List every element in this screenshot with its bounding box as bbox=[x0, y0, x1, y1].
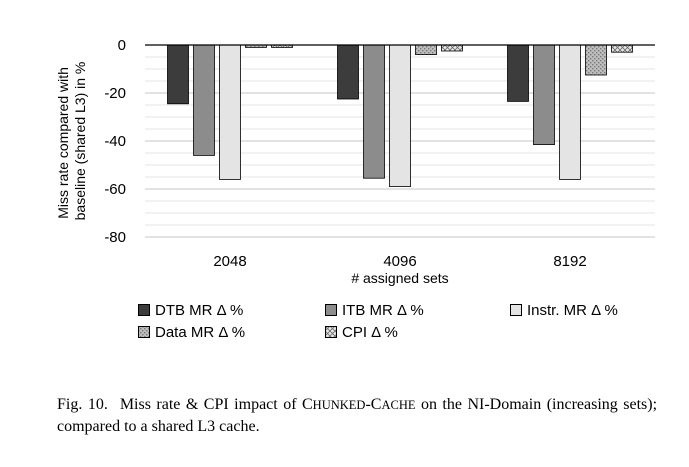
legend-item-cpi: CPI Δ % bbox=[325, 324, 398, 341]
legend-label-cpi: CPI Δ % bbox=[342, 323, 398, 341]
bar bbox=[507, 44, 529, 102]
chart: 0 -20 -40 -60 -80 2048 4096 8192 # assigned set… bbox=[55, 37, 655, 286]
bar bbox=[167, 44, 189, 105]
legend-label-data: Data MR Δ % bbox=[155, 323, 246, 341]
tick-labels: 0 -20 -40 -60 -80 2048 4096 8192 bbox=[104, 37, 586, 270]
caption-name-part-4: ACHE bbox=[381, 398, 416, 412]
bar bbox=[415, 44, 437, 56]
bar bbox=[337, 44, 359, 100]
y-tick-label: -40 bbox=[104, 133, 126, 150]
y-axis-title-line-2: baseline (shared L3) in % bbox=[72, 62, 88, 221]
caption-text-after: on the NI-Domain (increasing sets); comp… bbox=[57, 396, 658, 435]
caption-name-part-3: -C bbox=[365, 396, 382, 413]
y-axis-title: Miss rate compared with baseline (shared… bbox=[55, 62, 88, 221]
y-tick-label: -80 bbox=[104, 229, 126, 246]
y-axis-title-line-1: Miss rate compared with bbox=[55, 67, 71, 219]
x-tick-label: 8192 bbox=[553, 253, 586, 270]
bar bbox=[611, 44, 633, 53]
caption-name-part-1: C bbox=[302, 396, 313, 413]
x-tick-label: 2048 bbox=[213, 253, 246, 270]
legend-swatch-cpi bbox=[325, 326, 337, 338]
bar bbox=[533, 44, 555, 145]
x-axis-title: # assigned sets bbox=[351, 270, 448, 286]
legend-label-instr: Instr. MR Δ % bbox=[527, 301, 618, 319]
bars bbox=[167, 44, 633, 188]
legend-swatch-dtb bbox=[138, 304, 150, 316]
legend: DTB MR Δ % ITB MR Δ % Instr. MR Δ % Data… bbox=[138, 299, 658, 343]
bar bbox=[389, 44, 411, 188]
y-tick-label: -60 bbox=[104, 181, 126, 198]
x-tick-label: 4096 bbox=[383, 253, 416, 270]
legend-row-2: Data MR Δ % CPI Δ % bbox=[138, 321, 658, 343]
legend-item-instr: Instr. MR Δ % bbox=[510, 302, 618, 319]
caption-text-before: Miss rate & CPI impact of bbox=[119, 396, 302, 413]
legend-swatch-data bbox=[138, 326, 150, 338]
legend-label-itb: ITB MR Δ % bbox=[342, 301, 424, 319]
caption-name-part-2: HUNKED bbox=[312, 398, 366, 412]
legend-item-data: Data MR Δ % bbox=[138, 324, 325, 341]
figure-caption: Fig. 10. Miss rate & CPI impact of CHUNKE… bbox=[57, 394, 657, 438]
y-tick-label: -20 bbox=[104, 85, 126, 102]
figure-label: Fig. 10. bbox=[57, 396, 108, 413]
legend-swatch-instr bbox=[510, 304, 522, 316]
legend-item-dtb: DTB MR Δ % bbox=[138, 302, 325, 319]
legend-row-1: DTB MR Δ % ITB MR Δ % Instr. MR Δ % bbox=[138, 299, 658, 321]
bar bbox=[363, 44, 385, 179]
legend-swatch-itb bbox=[325, 304, 337, 316]
bar bbox=[441, 44, 463, 52]
bar bbox=[219, 44, 241, 180]
bar bbox=[559, 44, 581, 180]
legend-item-itb: ITB MR Δ % bbox=[325, 302, 510, 319]
legend-label-dtb: DTB MR Δ % bbox=[155, 301, 244, 319]
y-tick-label: 0 bbox=[118, 37, 126, 54]
bar bbox=[193, 44, 215, 156]
bar bbox=[585, 44, 607, 76]
